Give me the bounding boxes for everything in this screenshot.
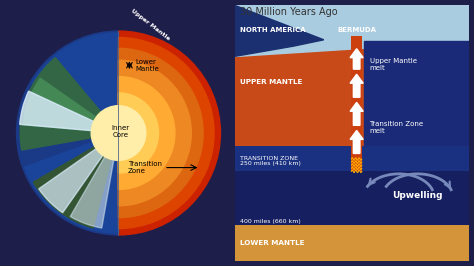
Text: 400 miles (660 km): 400 miles (660 km) — [240, 219, 301, 224]
Wedge shape — [118, 31, 220, 235]
Wedge shape — [118, 38, 214, 228]
Text: UPPER MANTLE: UPPER MANTLE — [240, 79, 303, 85]
Wedge shape — [32, 33, 118, 133]
Wedge shape — [118, 93, 158, 173]
Bar — [235, 225, 469, 261]
Bar — [235, 171, 469, 225]
Wedge shape — [25, 133, 118, 233]
Circle shape — [91, 106, 146, 160]
Polygon shape — [350, 102, 363, 125]
Text: Transition Zone
melt: Transition Zone melt — [370, 121, 424, 134]
Bar — [235, 5, 469, 41]
Text: Inner
Core: Inner Core — [111, 125, 129, 138]
Bar — [351, 36, 362, 171]
Polygon shape — [235, 5, 324, 56]
Wedge shape — [118, 48, 203, 218]
Text: Upwelling: Upwelling — [392, 191, 443, 200]
Wedge shape — [118, 77, 175, 189]
Wedge shape — [70, 133, 118, 228]
Wedge shape — [20, 58, 118, 150]
Polygon shape — [364, 41, 469, 146]
Wedge shape — [39, 133, 118, 213]
Polygon shape — [350, 74, 363, 97]
Polygon shape — [350, 130, 363, 153]
Wedge shape — [118, 60, 191, 206]
Text: NORTH AMERICA: NORTH AMERICA — [240, 27, 306, 32]
Polygon shape — [235, 5, 469, 56]
Polygon shape — [235, 40, 469, 146]
Wedge shape — [20, 91, 118, 133]
Wedge shape — [33, 133, 118, 228]
Circle shape — [8, 22, 229, 244]
Polygon shape — [350, 49, 363, 69]
Text: TRANSITION ZONE
250 miles (410 km): TRANSITION ZONE 250 miles (410 km) — [240, 156, 301, 167]
Wedge shape — [23, 78, 118, 133]
Bar — [235, 146, 469, 171]
Text: Lower
Mantle: Lower Mantle — [135, 59, 159, 72]
Text: 30 Million Years Ago: 30 Million Years Ago — [240, 7, 338, 18]
Text: Upper Mantle: Upper Mantle — [130, 8, 171, 41]
Text: BERMUDA: BERMUDA — [337, 27, 376, 32]
Text: Upper Mantle
melt: Upper Mantle melt — [370, 57, 417, 70]
Text: Transition
Zone: Transition Zone — [128, 161, 162, 174]
Text: LOWER MANTLE: LOWER MANTLE — [240, 240, 305, 246]
Wedge shape — [17, 31, 118, 235]
